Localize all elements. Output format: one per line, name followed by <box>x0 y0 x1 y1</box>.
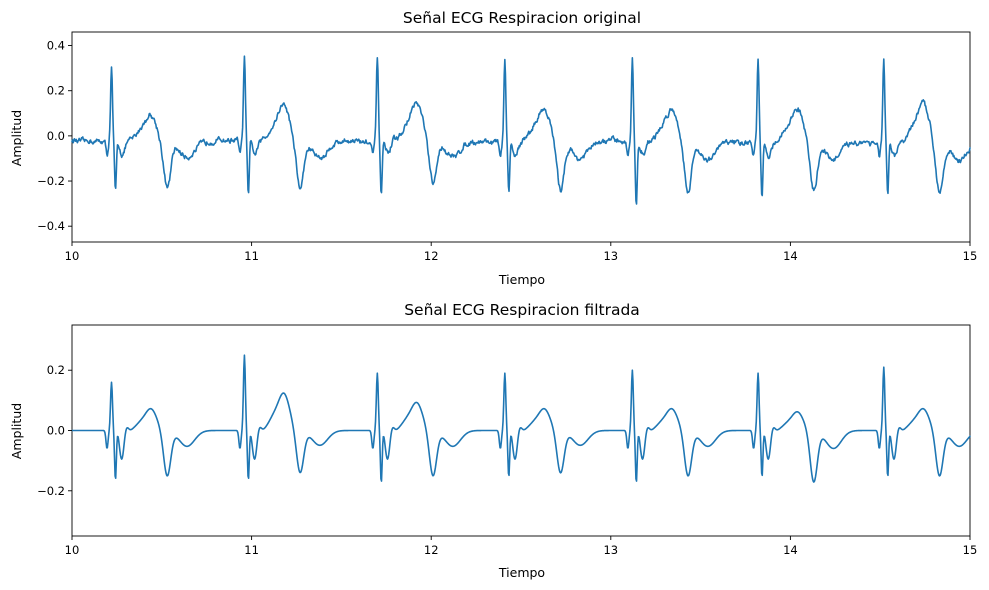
y-axis-original: −0.4 −0.2 0.0 0.2 0.4 <box>37 39 72 233</box>
x-tick-label: 10 <box>65 543 80 557</box>
y-tick-label: −0.2 <box>37 174 65 188</box>
subplot-original-title: Señal ECG Respiracion original <box>403 9 641 27</box>
y-tick-label: 0.0 <box>47 424 65 438</box>
y-tick-label: 0.2 <box>47 84 65 98</box>
subplot-filtered: Señal ECG Respiracion filtrada 10 11 12 13 1… <box>9 301 977 580</box>
series-line-filtered <box>71 354 971 483</box>
x-tick-label: 13 <box>603 249 618 263</box>
x-axis-label-original: Tiempo <box>498 272 545 287</box>
x-tick-label: 15 <box>963 543 978 557</box>
y-axis-label-filtered: Amplitud <box>9 403 24 459</box>
y-axis-filtered: −0.2 0.0 0.2 <box>37 363 72 498</box>
x-tick-label: 12 <box>424 543 439 557</box>
x-tick-label: 14 <box>783 543 798 557</box>
y-axis-label-original: Amplitud <box>9 110 24 166</box>
y-tick-label: 0.4 <box>47 39 65 53</box>
y-tick-label: −0.4 <box>37 219 65 233</box>
x-tick-label: 11 <box>244 543 259 557</box>
x-tick-label: 12 <box>424 249 439 263</box>
y-tick-label: 0.0 <box>47 129 65 143</box>
subplot-original-plot-area <box>71 31 971 243</box>
subplot-original: Señal ECG Respiracion original 10 11 12 13 1… <box>9 9 977 287</box>
x-axis-filtered: 10 11 12 13 14 15 <box>65 536 978 557</box>
series-line-original <box>71 55 971 205</box>
x-tick-label: 10 <box>65 249 80 263</box>
y-tick-label: −0.2 <box>37 484 65 498</box>
subplot-filtered-title: Señal ECG Respiracion filtrada <box>404 301 640 319</box>
x-axis-original: 10 11 12 13 14 15 <box>65 242 978 263</box>
x-tick-label: 11 <box>244 249 259 263</box>
x-tick-label: 13 <box>603 543 618 557</box>
y-tick-label: 0.2 <box>47 363 65 377</box>
x-axis-label-filtered: Tiempo <box>498 565 545 580</box>
x-tick-label: 15 <box>963 249 978 263</box>
x-tick-label: 14 <box>783 249 798 263</box>
